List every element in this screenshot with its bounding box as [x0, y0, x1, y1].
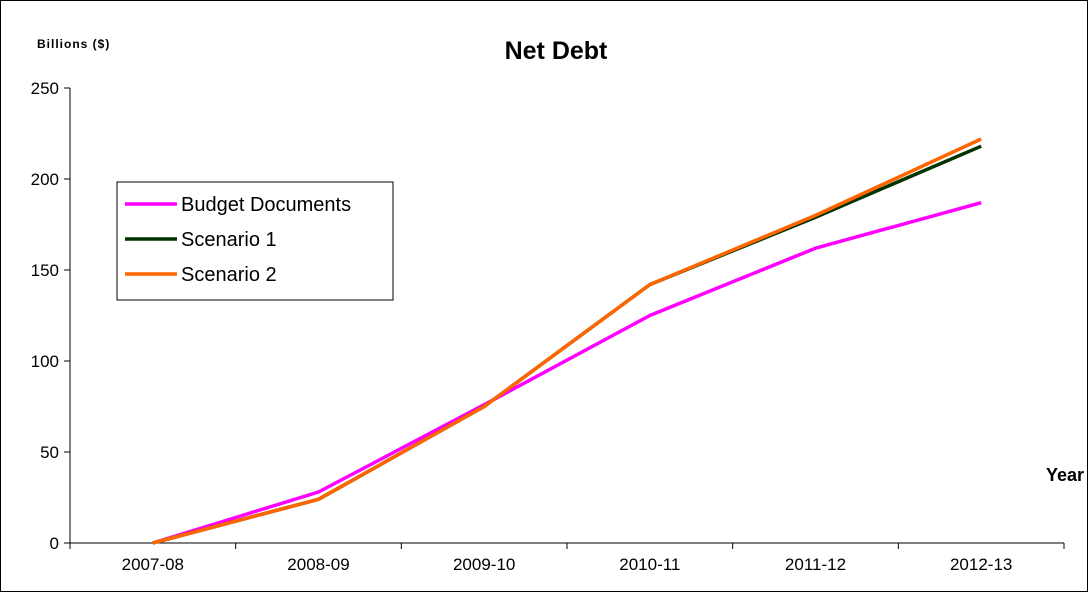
legend-label: Budget Documents [181, 194, 351, 216]
chart-title: Net Debt [505, 37, 608, 65]
x-tick-label: 2009-10 [453, 555, 515, 574]
x-tick-label: 2007-08 [122, 555, 184, 574]
y-tick-label: 150 [31, 261, 59, 280]
y-tick-label: 200 [31, 170, 59, 189]
y-axis-label: Billions ($) [37, 37, 110, 51]
legend-label: Scenario 1 [181, 229, 277, 251]
x-tick-label: 2010-11 [619, 555, 680, 574]
y-tick-label: 100 [31, 352, 59, 371]
legend: Budget Documents Scenario 1 Scenario 2 [116, 181, 394, 301]
series-line-3 [152, 137, 982, 545]
y-tick-label: 250 [31, 79, 59, 98]
axes: 0 50 100 150 200 250 2007-08 2008-09 2009-10 2010… [31, 79, 1065, 574]
series-lines [152, 137, 982, 545]
series-line-1 [152, 201, 982, 545]
legend-box [116, 181, 394, 301]
x-tick-label: 2008-09 [287, 555, 349, 574]
y-tick-label: 0 [50, 534, 59, 553]
legend-label: Scenario 2 [181, 264, 277, 286]
x-tick-label: 2011-12 [785, 555, 846, 574]
x-axis-label: Year [1046, 465, 1084, 485]
x-tick-label: 2012-13 [950, 555, 1012, 574]
y-tick-label: 50 [40, 443, 59, 462]
